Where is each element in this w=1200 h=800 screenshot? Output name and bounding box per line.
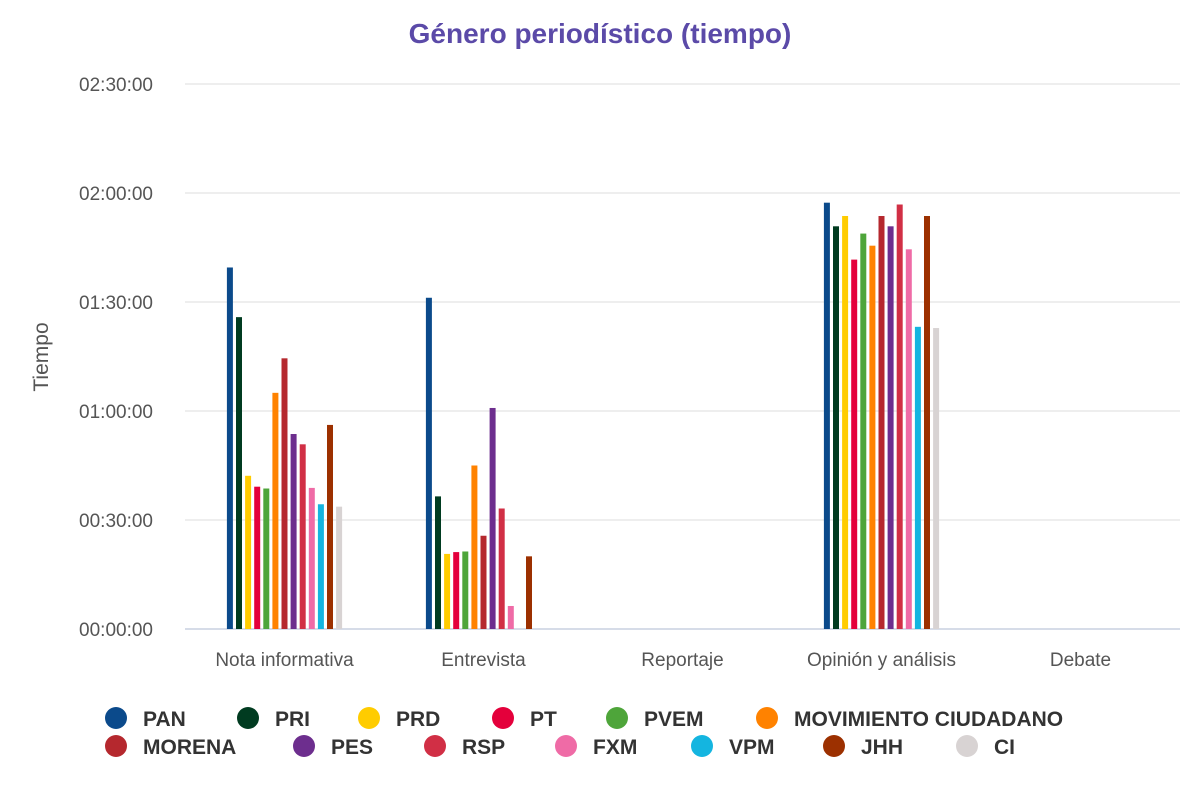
bar [453,552,460,629]
bar [272,392,279,629]
bar [281,358,288,629]
bar [914,326,921,629]
legend-label: PAN [143,708,186,731]
legend-marker [424,735,446,757]
bar [887,226,894,630]
legend-label: PT [530,708,557,731]
legend-label: MORENA [143,736,236,759]
bar [480,535,487,629]
bar [860,233,867,630]
legend-label: PES [331,736,373,759]
y-tick-label: 00:00:00 [79,620,153,641]
legend-label: PRI [275,708,310,731]
y-tick-label: 02:30:00 [79,75,153,96]
y-tick-label: 02:00:00 [79,184,153,205]
legend-marker [823,735,845,757]
legend-marker [105,707,127,729]
y-tick-label: 01:30:00 [79,293,153,314]
bar [317,504,324,629]
bar [905,249,912,630]
legend-marker [492,707,514,729]
bar [425,297,432,629]
bar [526,556,532,629]
bar [290,434,297,629]
bar [507,605,514,629]
legend-label: VPM [729,736,775,759]
legend-marker [237,707,259,729]
y-axis-label: Tiempo [30,322,53,391]
bar [924,216,930,629]
bar [336,506,343,629]
bar [869,245,876,629]
x-tick-label: Entrevista [441,650,526,671]
bar [327,424,333,629]
legend-marker [756,707,778,729]
x-tick-label: Reportaje [641,650,723,671]
bar [263,488,270,629]
bar [471,465,478,629]
x-tick-label: Debate [1050,650,1111,671]
bar [823,202,830,629]
bar [245,475,252,629]
legend-label: PVEM [644,708,704,731]
legend-marker [555,735,577,757]
legend-marker [606,707,628,729]
bar [933,328,940,629]
bar [254,486,261,629]
x-axis-ticks: Nota informativa Entrevista Reportaje Opini… [215,650,1111,671]
bars [226,202,940,630]
x-tick-label: Nota informativa [215,650,354,671]
legend-label: MOVIMIENTO CIUDADANO [794,708,1063,731]
bar [299,444,306,629]
legend-marker [105,735,127,757]
bar [435,496,441,629]
bar [308,487,315,629]
y-tick-label: 00:30:00 [79,511,153,532]
legend-label: CI [994,736,1015,759]
bar [462,551,469,629]
chart-title: Género periodístico (tiempo) [409,18,792,49]
legend-label: JHH [861,736,903,759]
bar [226,267,233,629]
y-axis-ticks: 00:00:00 00:30:00 01:00:00 01:30:00 02:00:00… [79,75,153,641]
y-tick-label: 01:00:00 [79,402,153,423]
legend-label: RSP [462,736,505,759]
bar [489,407,496,629]
grid-lines [185,83,1180,630]
bar [236,317,242,629]
bar [833,226,839,630]
legend-marker [691,735,713,757]
bar [444,553,451,629]
bar [878,216,885,629]
bar [896,204,903,629]
bar [498,508,505,629]
legend-marker [358,707,380,729]
legend-label: PRD [396,708,440,731]
bar [851,259,858,629]
legend-marker [956,735,978,757]
bar [842,216,849,629]
legend-marker [293,735,315,757]
x-tick-label: Opinión y análisis [807,650,956,671]
legend: PAN PRI PRD PT PVEM MOVIMIENTO CIUDADANO MOREN… [105,707,1063,759]
legend-label: FXM [593,736,637,759]
